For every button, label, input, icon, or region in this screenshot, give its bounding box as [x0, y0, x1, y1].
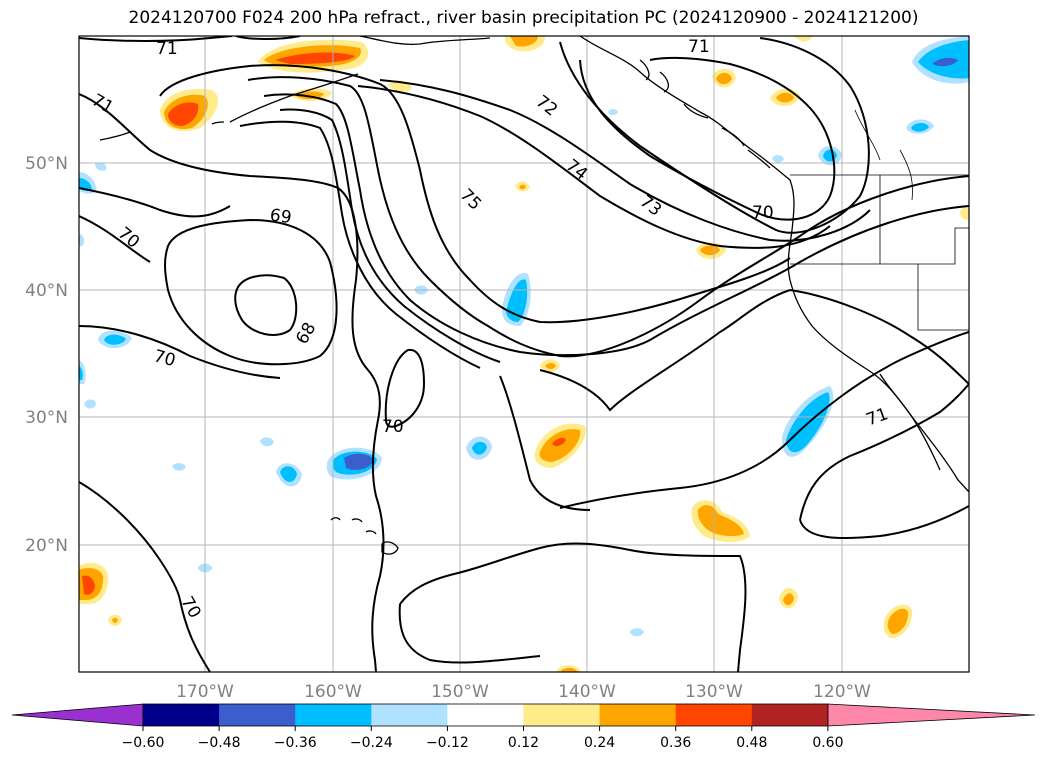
shade-negative — [280, 466, 297, 482]
map-background — [79, 36, 969, 672]
graticule — [79, 36, 969, 672]
colorbar-extension-high — [827, 703, 1036, 727]
colorbar-extension-low — [11, 703, 144, 727]
shade-negative — [260, 437, 274, 447]
colorbar-swatch — [295, 704, 372, 726]
colorbar-tick-label: 0.60 — [812, 735, 843, 751]
map-title: 2024120700 F024 200 hPa refract., river … — [128, 8, 919, 28]
longitude-labels: 170°W 160°W 150°W 140°W 130°W 120°W — [176, 682, 871, 702]
shade-positive — [960, 207, 969, 220]
colorbar-swatch — [371, 704, 448, 726]
colorbar — [11, 703, 1036, 727]
colorbar-tick-label: −0.60 — [122, 735, 165, 751]
shade-negative — [84, 399, 96, 409]
colorbar-swatch — [675, 704, 753, 726]
shade-negative — [630, 628, 644, 637]
shade-negative — [772, 155, 784, 163]
shade-negative — [932, 57, 958, 67]
contour-label: 71 — [688, 37, 710, 57]
lat-label: 30°N — [25, 408, 68, 428]
shade-negative — [79, 366, 83, 380]
colorbar-swatch — [219, 704, 296, 726]
contour-label: 69 — [269, 205, 293, 228]
contour-label: 71 — [156, 39, 178, 59]
contour-label: 70 — [752, 203, 774, 223]
shade-positive — [168, 102, 199, 126]
colorbar-tick-label: 0.48 — [736, 735, 767, 751]
colorbar-swatch — [523, 704, 601, 726]
shade-positive — [716, 72, 732, 85]
colorbar-swatch — [447, 704, 524, 726]
shade-positive — [697, 505, 744, 537]
shade-positive — [776, 92, 794, 103]
shade-negative — [472, 441, 487, 455]
shade-negative — [79, 234, 85, 246]
colorbar-tick-label: 0.36 — [660, 735, 691, 751]
shade-negative — [344, 453, 374, 470]
contour-label: 70 — [382, 417, 404, 437]
colorbar-tick-label: −0.12 — [426, 735, 469, 751]
colorbar-ticks: −0.60 −0.48 −0.36 −0.24 −0.12 0.12 0.24 0.36 0.4… — [122, 726, 843, 751]
shade-positive — [545, 363, 556, 369]
lon-label: 130°W — [685, 682, 743, 702]
colorbar-tick-label: 0.12 — [508, 735, 539, 751]
shade-positive — [519, 184, 526, 190]
shade-positive — [510, 36, 538, 47]
shade-positive — [539, 429, 581, 462]
colorbar-tick-label: 0.24 — [584, 735, 615, 751]
shade-positive — [275, 52, 355, 64]
shade-positive — [794, 36, 812, 42]
precip-shading — [79, 36, 969, 672]
lat-label: 50°N — [25, 154, 68, 174]
shade-positive — [82, 575, 95, 595]
shade-negative — [172, 463, 186, 471]
shade-positive — [552, 437, 566, 447]
lon-label: 170°W — [176, 682, 234, 702]
shade-negative — [104, 334, 126, 345]
colorbar-tick-label: −0.48 — [198, 735, 241, 751]
borders — [790, 109, 969, 331]
colorbar-tick-label: −0.36 — [274, 735, 317, 751]
colorbar-swatch — [143, 704, 220, 726]
coastlines — [99, 36, 969, 555]
refractivity-contours — [79, 36, 969, 672]
shade-negative — [95, 162, 107, 171]
lat-label: 20°N — [25, 536, 68, 556]
shade-positive — [700, 245, 720, 256]
lon-label: 120°W — [813, 682, 871, 702]
shade-positive — [112, 617, 118, 623]
map-frame — [78, 35, 970, 673]
lon-label: 160°W — [304, 682, 362, 702]
shade-negative — [608, 109, 618, 115]
lat-label: 40°N — [25, 281, 68, 301]
shade-positive — [783, 593, 794, 606]
lon-label: 140°W — [558, 682, 616, 702]
colorbar-outline — [142, 703, 829, 727]
shade-positive — [560, 667, 578, 672]
shade-negative — [911, 122, 929, 132]
shade-positive — [887, 608, 909, 634]
colorbar-tick-label: −0.24 — [350, 735, 393, 751]
colorbar-swatch — [599, 704, 677, 726]
latitude-labels: 50°N 40°N 30°N 20°N — [25, 154, 68, 556]
colorbar-swatch — [751, 704, 829, 726]
lon-label: 150°W — [431, 682, 489, 702]
